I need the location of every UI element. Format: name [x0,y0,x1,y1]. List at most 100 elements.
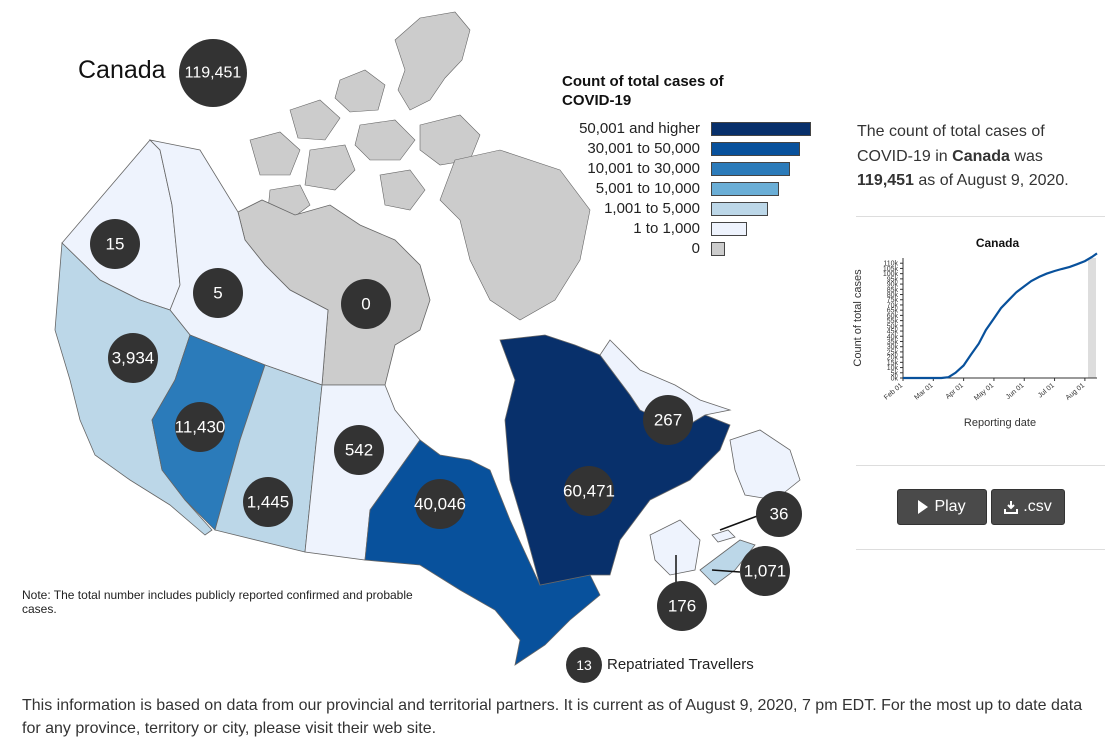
chart-y-tick-label: 0k [891,376,899,383]
legend-item: 50,001 and higher [540,120,840,140]
region-pei[interactable] [711,529,736,543]
bubble-alberta-text: 11,430 [175,418,226,437]
bubble-alberta[interactable]: 11,430 [175,402,226,452]
chart-y-tick-label: 40k [887,334,899,341]
bubble-nwt[interactable]: 5 [193,268,243,318]
legend-item-label: 1,001 to 5,000 [604,200,700,217]
legend-item: 30,001 to 50,000 [540,140,840,160]
leader-line-pei [719,514,761,531]
legend-item-swatch [711,122,811,136]
bubble-nwt-text: 5 [213,284,222,303]
chart-y-tick-label: 50k [887,323,899,330]
repatriated-bubble[interactable] [566,647,602,683]
csv-button-label: .csv [1023,498,1052,515]
trend-chart: 0k5k10k15k20k25k30k35k40k45k50k55k60k65k… [852,252,1098,429]
chart-x-tick-label: Mar 01 [913,382,934,401]
bubble-pei[interactable]: 36 [756,491,802,537]
bubble-bc[interactable]: 3,934 [108,333,158,383]
legend-item-swatch [711,142,800,156]
bubble-yukon[interactable]: 15 [90,219,140,269]
region-bc[interactable] [54,242,213,536]
chart-y-tick-label: 5k [891,370,899,377]
chart-y-tick-label: 30k [887,344,899,351]
legend-item-swatch [711,202,768,216]
bubble-manitoba-text: 542 [345,441,373,460]
legend-item-swatch [711,222,747,236]
bubble-new-brunswick-text: 176 [668,597,696,616]
legend-item-label: 0 [691,240,700,257]
trend-chart-title: Canada [975,236,1020,250]
bubble-nova-scotia[interactable]: 1,071 [740,546,790,596]
chart-y-tick-label: 25k [887,349,899,356]
legend-item-label: 30,001 to 50,000 [587,140,700,157]
chart-y-tick-label: 110k [883,261,898,268]
summary-count: 119,451 [857,172,914,189]
bubble-ontario[interactable]: 40,046 [414,479,466,529]
summary-prefix: The count of total cases of COVID-19 in [857,123,1045,165]
legend-item: 1,001 to 5,000 [540,200,840,220]
divider-1 [856,216,1105,217]
bubble-new-brunswick[interactable]: 176 [657,581,707,631]
canada-map: 119,451 15 5 0 3,934 11,430 1,445 542 40… [54,11,802,683]
repatriated-label: Repatriated Travellers [607,656,754,673]
chart-y-tick-label: 10k [887,365,899,372]
chart-x-axis-label: Reporting date [964,417,1036,429]
total-bubble-text: 119,451 [185,65,242,82]
play-button-label: Play [934,498,966,515]
total-bubble [179,39,247,107]
play-button[interactable]: Play [897,489,987,525]
footer-text: This information is based on data from o… [22,697,1083,737]
country-title: Canada [78,56,166,84]
bubble-yukon-text: 15 [106,235,125,254]
summary-suffix: as of August 9, 2020. [913,172,1069,189]
csv-download-button[interactable]: .csv [991,489,1065,525]
summary-middle: was [1009,147,1043,165]
chart-y-tick-label: 95k [887,276,899,283]
legend-item: 5,001 to 10,000 [540,180,840,200]
chart-x-tick-label: Apr 01 [945,382,965,401]
bubble-newfoundland[interactable]: 267 [643,395,693,445]
chart-x-tick-label: Jul 01 [1037,382,1056,399]
legend-item-swatch [711,242,725,256]
chart-x-tick-label: Aug 01 [1065,382,1087,402]
bubble-nunavut[interactable]: 0 [341,279,391,329]
chart-y-tick-label: 75k [887,297,899,304]
legend-item: 10,001 to 30,000 [540,160,840,180]
chart-x-tick-label: Jun 01 [1005,382,1026,401]
bubble-nova-scotia-text: 1,071 [744,562,787,581]
chart-y-tick-label: 70k [887,302,899,309]
chart-y-tick-label: 105k [883,266,899,273]
region-newfoundland[interactable] [599,339,732,431]
region-new-brunswick[interactable] [649,519,701,576]
divider-2 [856,465,1105,466]
region-nova-scotia[interactable] [699,539,756,586]
bubble-saskatchewan[interactable]: 1,445 [243,477,293,527]
chart-y-tick-label: 85k [887,287,899,294]
legend-item-label: 50,001 and higher [579,120,700,137]
note-text: Note: The total number includes publicly… [22,588,413,616]
chart-series-line [903,252,1098,380]
region-saskatchewan[interactable] [214,364,323,553]
chart-y-tick-label: 90k [887,282,899,289]
bubble-quebec[interactable]: 60,471 [563,466,615,516]
chart-y-tick-label: 45k [887,329,899,336]
chart-y-axis-label: Count of total cases [852,269,864,367]
legend-item-label: 1 to 1,000 [633,220,700,237]
legend-item-label: 5,001 to 10,000 [595,180,700,197]
summary-text: The count of total cases of COVID-19 in … [857,120,1097,194]
bubble-saskatchewan-text: 1,445 [247,493,290,512]
chart-y-tick-label: 80k [887,292,899,299]
bubble-manitoba[interactable]: 542 [334,425,384,475]
bubble-newfoundland-text: 267 [654,411,682,430]
legend-item: 0 [540,240,840,260]
legend-item: 1 to 1,000 [540,220,840,240]
repatriated-bubble-text: 13 [576,657,592,673]
download-icon [1004,501,1019,514]
region-newfoundland-island[interactable] [729,429,801,501]
chart-y-tick-label: 60k [887,313,899,320]
bubble-bc-text: 3,934 [112,349,155,368]
bubble-ontario-text: 40,046 [414,495,466,514]
legend-title: Count of total cases of COVID-19 [562,73,724,109]
chart-x-tick-label: Feb 01 [883,382,904,401]
legend-item-swatch [711,182,779,196]
